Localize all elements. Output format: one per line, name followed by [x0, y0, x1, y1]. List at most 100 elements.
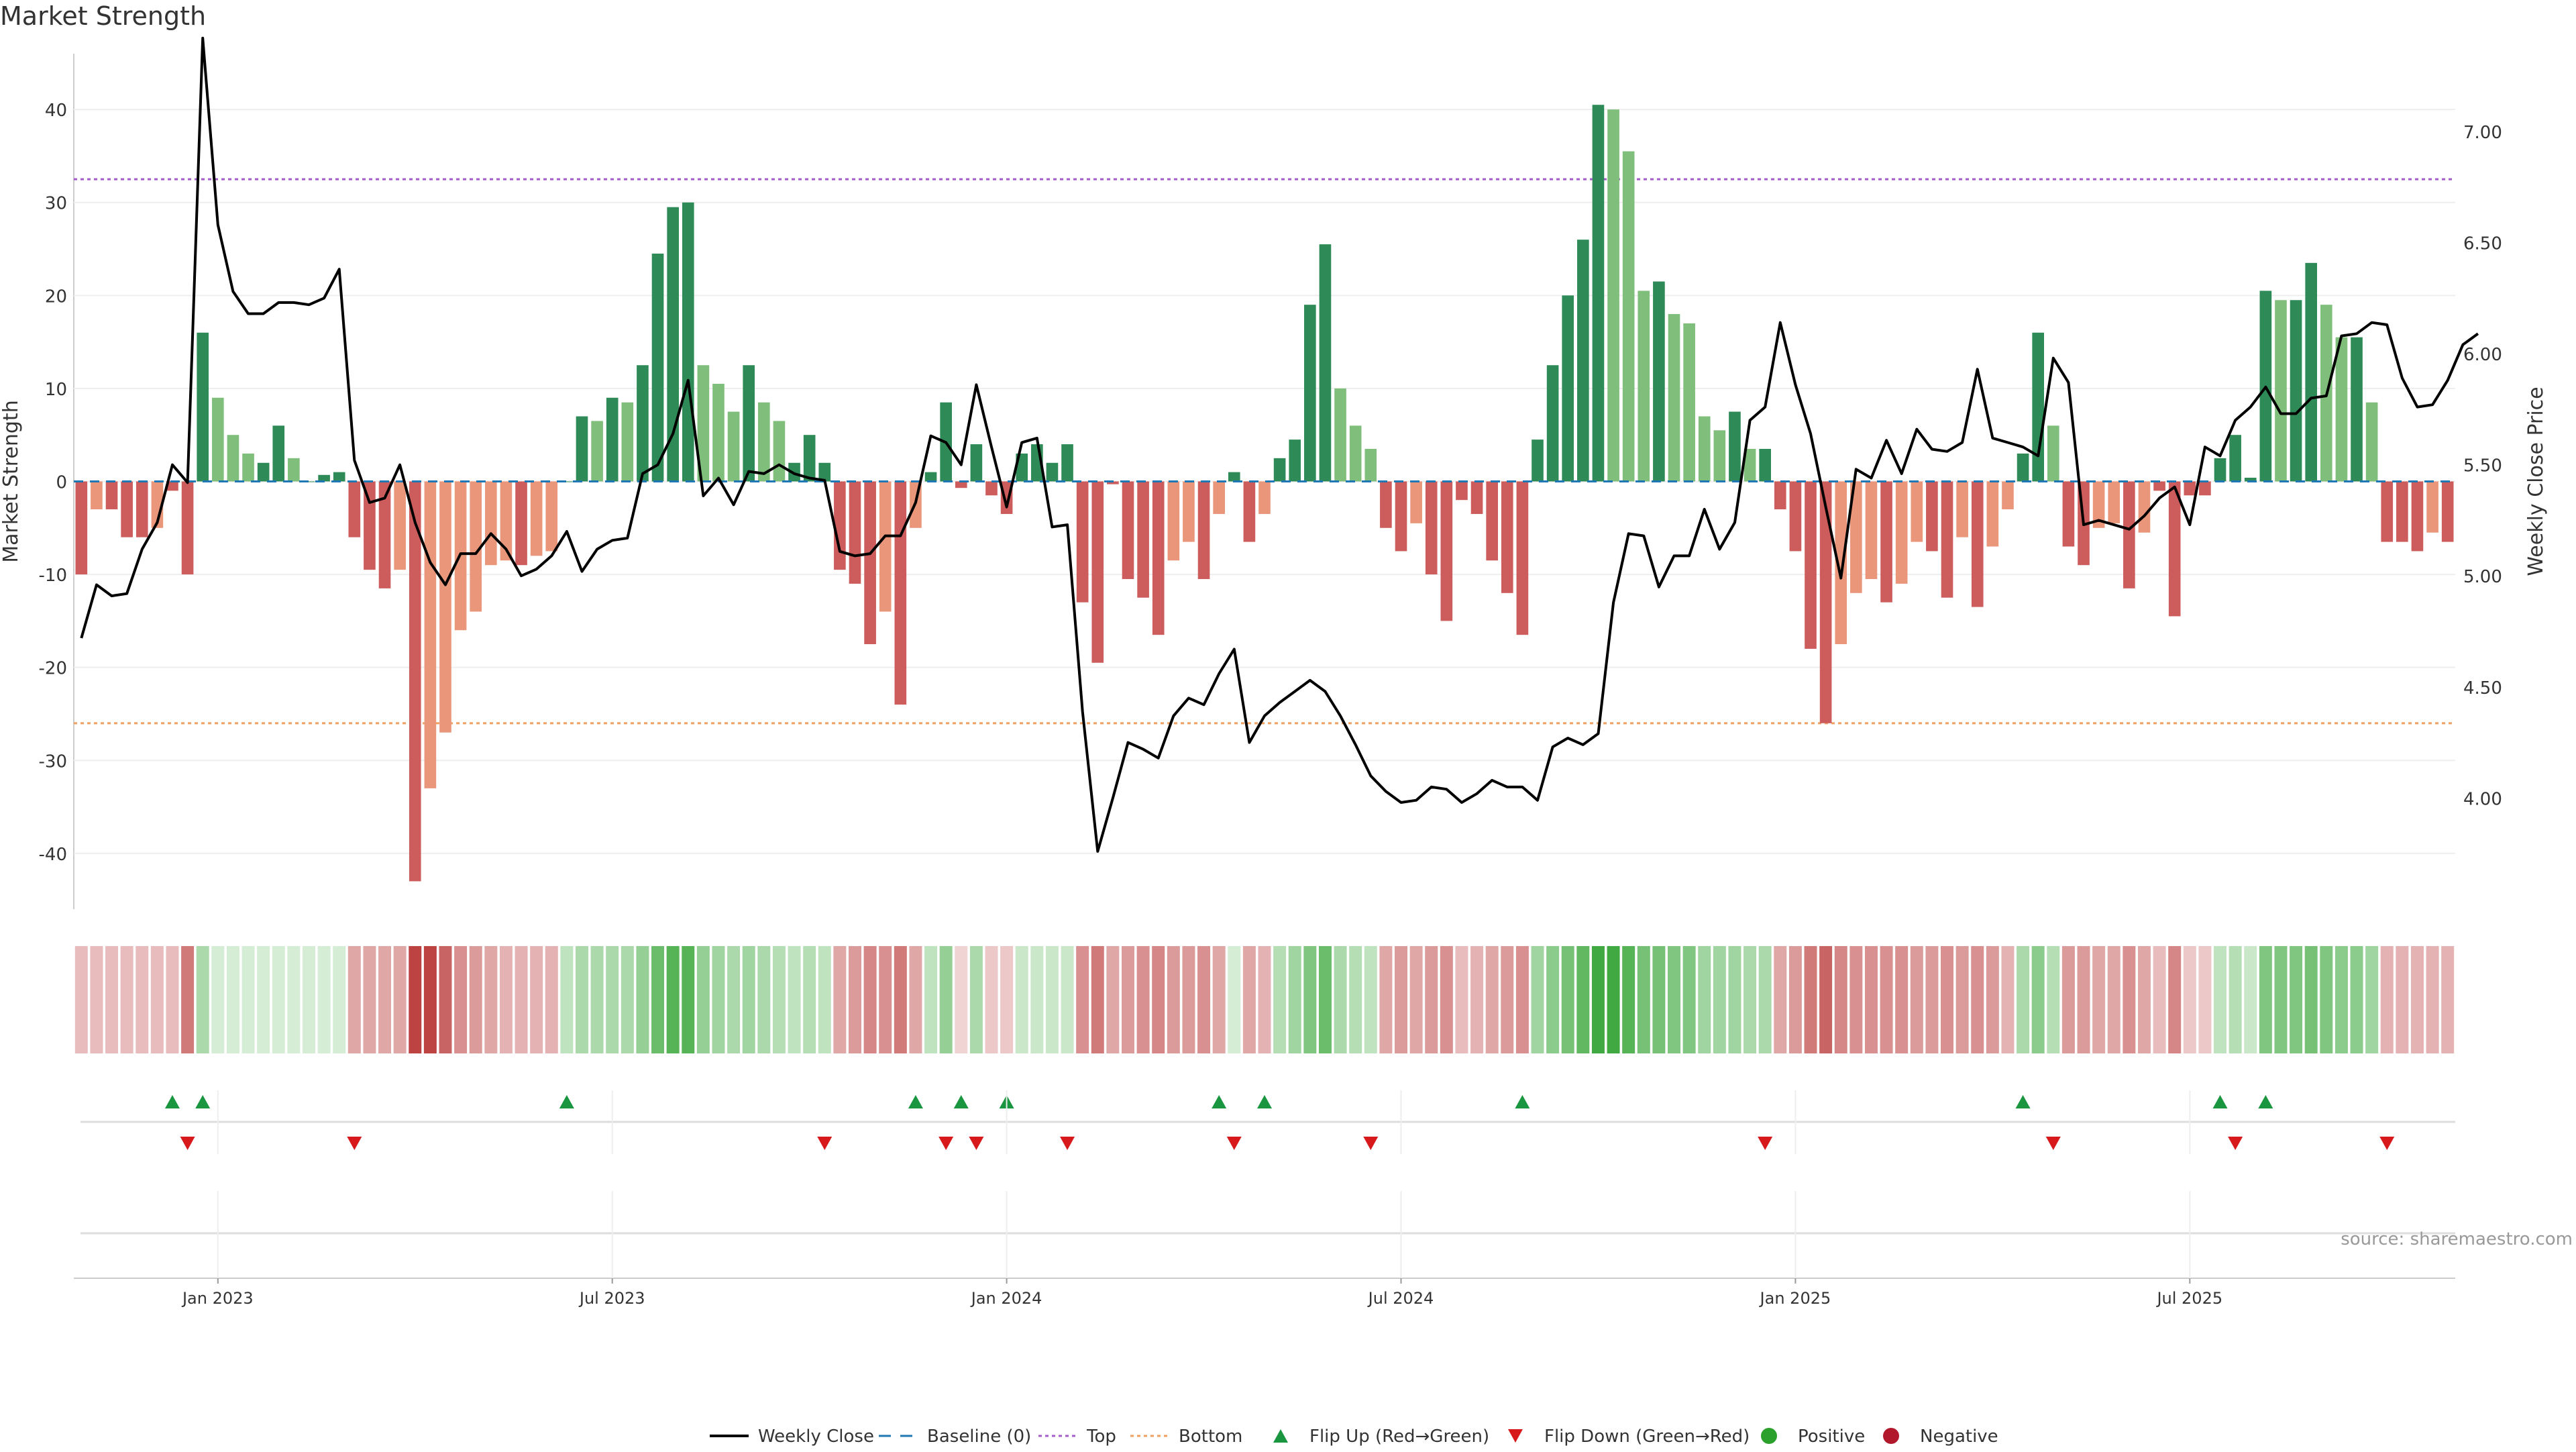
heatmap-cell	[2214, 946, 2227, 1053]
flip-down-marker	[1758, 1137, 1773, 1150]
heatmap-cell	[105, 946, 119, 1053]
heatmap-cell	[1591, 946, 1605, 1053]
heatmap-cell	[909, 946, 922, 1053]
strength-bar	[484, 481, 497, 566]
legend-swatch-flip-up	[1273, 1429, 1288, 1443]
strength-bar	[257, 462, 270, 482]
heatmap-cell	[2047, 946, 2060, 1053]
heatmap-cell	[1136, 946, 1150, 1053]
flip-down-marker	[2379, 1137, 2395, 1150]
heatmap-cell	[2334, 946, 2348, 1053]
strength-bar	[1228, 472, 1240, 482]
strength-bar	[1167, 481, 1180, 561]
heatmap-cell	[2244, 946, 2257, 1053]
heatmap-cell	[2031, 946, 2045, 1053]
heatmap-cell	[696, 946, 710, 1053]
y-tick-label: -10	[39, 566, 67, 586]
heatmap-cell	[985, 946, 998, 1053]
strength-bar	[1622, 151, 1635, 482]
flip-down-marker	[1226, 1137, 1242, 1150]
heatmap-cell	[575, 946, 588, 1053]
strength-bar	[1516, 481, 1529, 635]
strength-bar	[849, 481, 861, 584]
heatmap-cell	[2290, 946, 2303, 1053]
strength-bar	[697, 365, 710, 482]
strength-bar	[333, 472, 345, 482]
strength-bar	[121, 481, 133, 537]
heatmap-cell	[590, 946, 604, 1053]
flip-down-marker	[2228, 1137, 2243, 1150]
legend-swatch-negative	[1883, 1428, 1899, 1444]
heatmap-cell	[969, 946, 983, 1053]
strength-bar	[409, 481, 421, 882]
strength-bar	[834, 481, 846, 570]
strength-bar	[1743, 448, 1756, 482]
heatmap-cell	[347, 946, 361, 1053]
heatmap-cell	[1045, 946, 1059, 1053]
heatmap-cell	[469, 946, 482, 1053]
heatmap-cell	[302, 946, 315, 1053]
flip-down-marker	[180, 1137, 195, 1150]
strength-bar	[1046, 462, 1059, 482]
heatmap-cell	[1546, 946, 1560, 1053]
heatmap-cell	[1804, 946, 1817, 1053]
heatmap-cell	[2350, 946, 2363, 1053]
heatmap-cell	[545, 946, 558, 1053]
strength-bar	[894, 481, 907, 705]
strength-bar	[803, 435, 816, 482]
strength-bar	[2229, 435, 2241, 482]
heatmap-cell	[150, 946, 164, 1053]
heatmap-cell	[1395, 946, 1407, 1053]
strength-bar	[2032, 332, 2045, 482]
heatmap-cell	[2229, 946, 2242, 1053]
x-tick-label: Jan 2024	[970, 1289, 1042, 1308]
y-tick-label: 30	[45, 194, 67, 214]
heatmap-cell	[1167, 946, 1180, 1053]
weekly-close-line	[80, 36, 2479, 853]
strength-bar	[667, 207, 679, 482]
y-tick-label: -20	[39, 659, 67, 679]
strength-bar	[2365, 402, 2378, 482]
strength-bar	[970, 444, 983, 482]
strength-bar	[606, 397, 619, 482]
strength-bar	[1304, 305, 1316, 482]
strength-bar	[1470, 481, 1483, 515]
heatmap-cell	[803, 946, 816, 1053]
strength-bar	[1122, 481, 1134, 580]
legend-label: Positive	[1798, 1427, 1865, 1447]
heatmap-cell	[1698, 946, 1711, 1053]
strength-bar	[1956, 481, 1968, 537]
strength-bar	[1759, 448, 1771, 482]
flip-up-marker	[953, 1095, 969, 1108]
strength-bar	[348, 481, 361, 537]
flip-up-marker	[2015, 1095, 2031, 1108]
heatmap-cell	[333, 946, 346, 1053]
heatmap-cell	[1622, 946, 1635, 1053]
flip-up-marker	[164, 1095, 180, 1108]
heatmap-cell	[1242, 946, 1256, 1053]
strength-bar	[1486, 481, 1498, 561]
heatmap-cell	[2410, 946, 2424, 1053]
strength-bar	[545, 481, 558, 552]
heatmap-cell	[863, 946, 877, 1053]
heatmap-cell	[2137, 946, 2151, 1053]
y2-tick-label: 6.50	[2463, 234, 2502, 254]
chart-title: Market Strength	[0, 1, 207, 31]
heatmap-cell	[1364, 946, 1377, 1053]
strength-bar	[439, 481, 451, 733]
strength-bar	[2123, 481, 2135, 588]
heatmap-cell	[1607, 946, 1620, 1053]
strength-bar	[1819, 481, 1832, 723]
heatmap-cell	[211, 946, 225, 1053]
strength-bar	[1061, 444, 1073, 482]
strength-bar	[2214, 458, 2226, 482]
heatmap-cell	[484, 946, 498, 1053]
strength-bar	[773, 421, 786, 482]
strength-bar	[1729, 411, 1741, 482]
strength-bar	[136, 481, 148, 537]
strength-bar	[1091, 481, 1104, 663]
strength-bar	[1774, 481, 1786, 510]
strength-bar	[682, 202, 694, 482]
heatmap-cell	[788, 946, 801, 1053]
